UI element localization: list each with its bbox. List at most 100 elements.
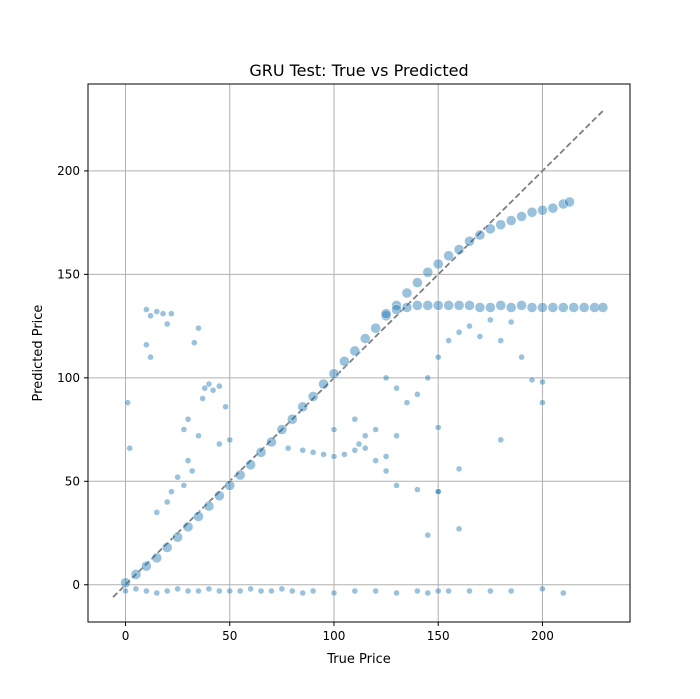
data-point (299, 589, 306, 597)
x-axis-label: True Price (326, 652, 390, 667)
y-tick-label: 50 (65, 474, 80, 488)
data-point (216, 440, 223, 448)
data-point (391, 300, 402, 311)
data-point (205, 380, 213, 388)
ticks: 0 50 100 150 200 0 50 100 150 200 (57, 164, 554, 643)
data-point (351, 447, 359, 454)
data-point (362, 444, 369, 452)
data-point (234, 469, 246, 481)
data-point (328, 368, 340, 379)
data-point (309, 449, 317, 456)
data-point (445, 587, 452, 595)
data-point (558, 302, 569, 313)
data-point (453, 244, 465, 255)
reference-layer (112, 110, 604, 598)
chart-title: GRU Test: True vs Predicted (249, 61, 468, 80)
data-point (435, 488, 442, 495)
data-point (433, 258, 444, 270)
data-point (372, 587, 379, 595)
data-point (539, 378, 546, 386)
data-point (560, 589, 567, 597)
data-point (476, 333, 484, 340)
y-tick-label: 0 (72, 578, 80, 592)
data-point (309, 587, 317, 595)
data-point (597, 302, 609, 313)
data-point (266, 436, 277, 448)
data-point (289, 587, 296, 595)
data-point (516, 211, 527, 222)
data-point (351, 587, 359, 595)
data-point (268, 587, 275, 595)
data-point (341, 451, 348, 458)
data-point (164, 498, 171, 506)
data-point (453, 300, 465, 311)
data-point (209, 387, 217, 394)
plot-frame (87, 83, 631, 623)
data-point (393, 384, 400, 392)
data-point (466, 587, 473, 595)
data-point (226, 436, 233, 444)
data-point (362, 432, 369, 439)
data-point (195, 587, 202, 595)
data-point (424, 374, 431, 382)
data-point (297, 401, 308, 412)
x-tick-label: 50 (222, 629, 237, 643)
data-point (578, 302, 590, 313)
data-point (526, 207, 538, 218)
data-point (339, 356, 350, 367)
data-point (403, 399, 411, 406)
data-point (164, 320, 171, 328)
x-tick-label: 100 (323, 629, 346, 643)
data-point (474, 229, 486, 241)
data-point (539, 585, 546, 593)
data-point (174, 585, 181, 593)
reference-line (112, 110, 604, 598)
data-point (393, 589, 400, 597)
data-point (216, 587, 223, 595)
data-point (180, 426, 188, 433)
data-point (168, 310, 175, 317)
data-point (191, 339, 198, 346)
data-point (216, 382, 223, 390)
data-point (147, 312, 154, 319)
data-point (201, 384, 208, 392)
x-tick-label: 0 (122, 629, 130, 643)
data-point (205, 585, 213, 593)
data-point (474, 302, 486, 313)
points (120, 196, 609, 597)
data-point (143, 587, 150, 595)
data-point (495, 219, 506, 230)
data-point (518, 353, 525, 361)
data-point (497, 436, 504, 444)
data-point (507, 318, 515, 326)
data-point (307, 391, 319, 402)
data-point (132, 585, 140, 593)
grid (88, 84, 630, 622)
data-point (380, 308, 392, 319)
data-point (257, 587, 265, 595)
data-point (401, 287, 413, 299)
data-point (382, 467, 390, 475)
data-point (224, 480, 235, 491)
data-point (435, 424, 442, 431)
data-point (195, 324, 202, 332)
data-point (424, 531, 431, 539)
data-point (528, 376, 536, 384)
data-point (349, 345, 361, 357)
data-point (568, 302, 579, 313)
data-point (422, 300, 433, 311)
data-point (547, 202, 559, 214)
series-2 (380, 300, 609, 319)
data-point (184, 416, 192, 423)
data-point (464, 300, 475, 311)
data-point (380, 310, 392, 321)
data-point (130, 569, 142, 580)
data-point (487, 316, 494, 324)
data-point (455, 329, 463, 336)
data-point (455, 525, 463, 533)
data-point (485, 223, 496, 235)
data-point (162, 542, 173, 553)
data-point (182, 521, 194, 533)
data-point (320, 451, 327, 458)
